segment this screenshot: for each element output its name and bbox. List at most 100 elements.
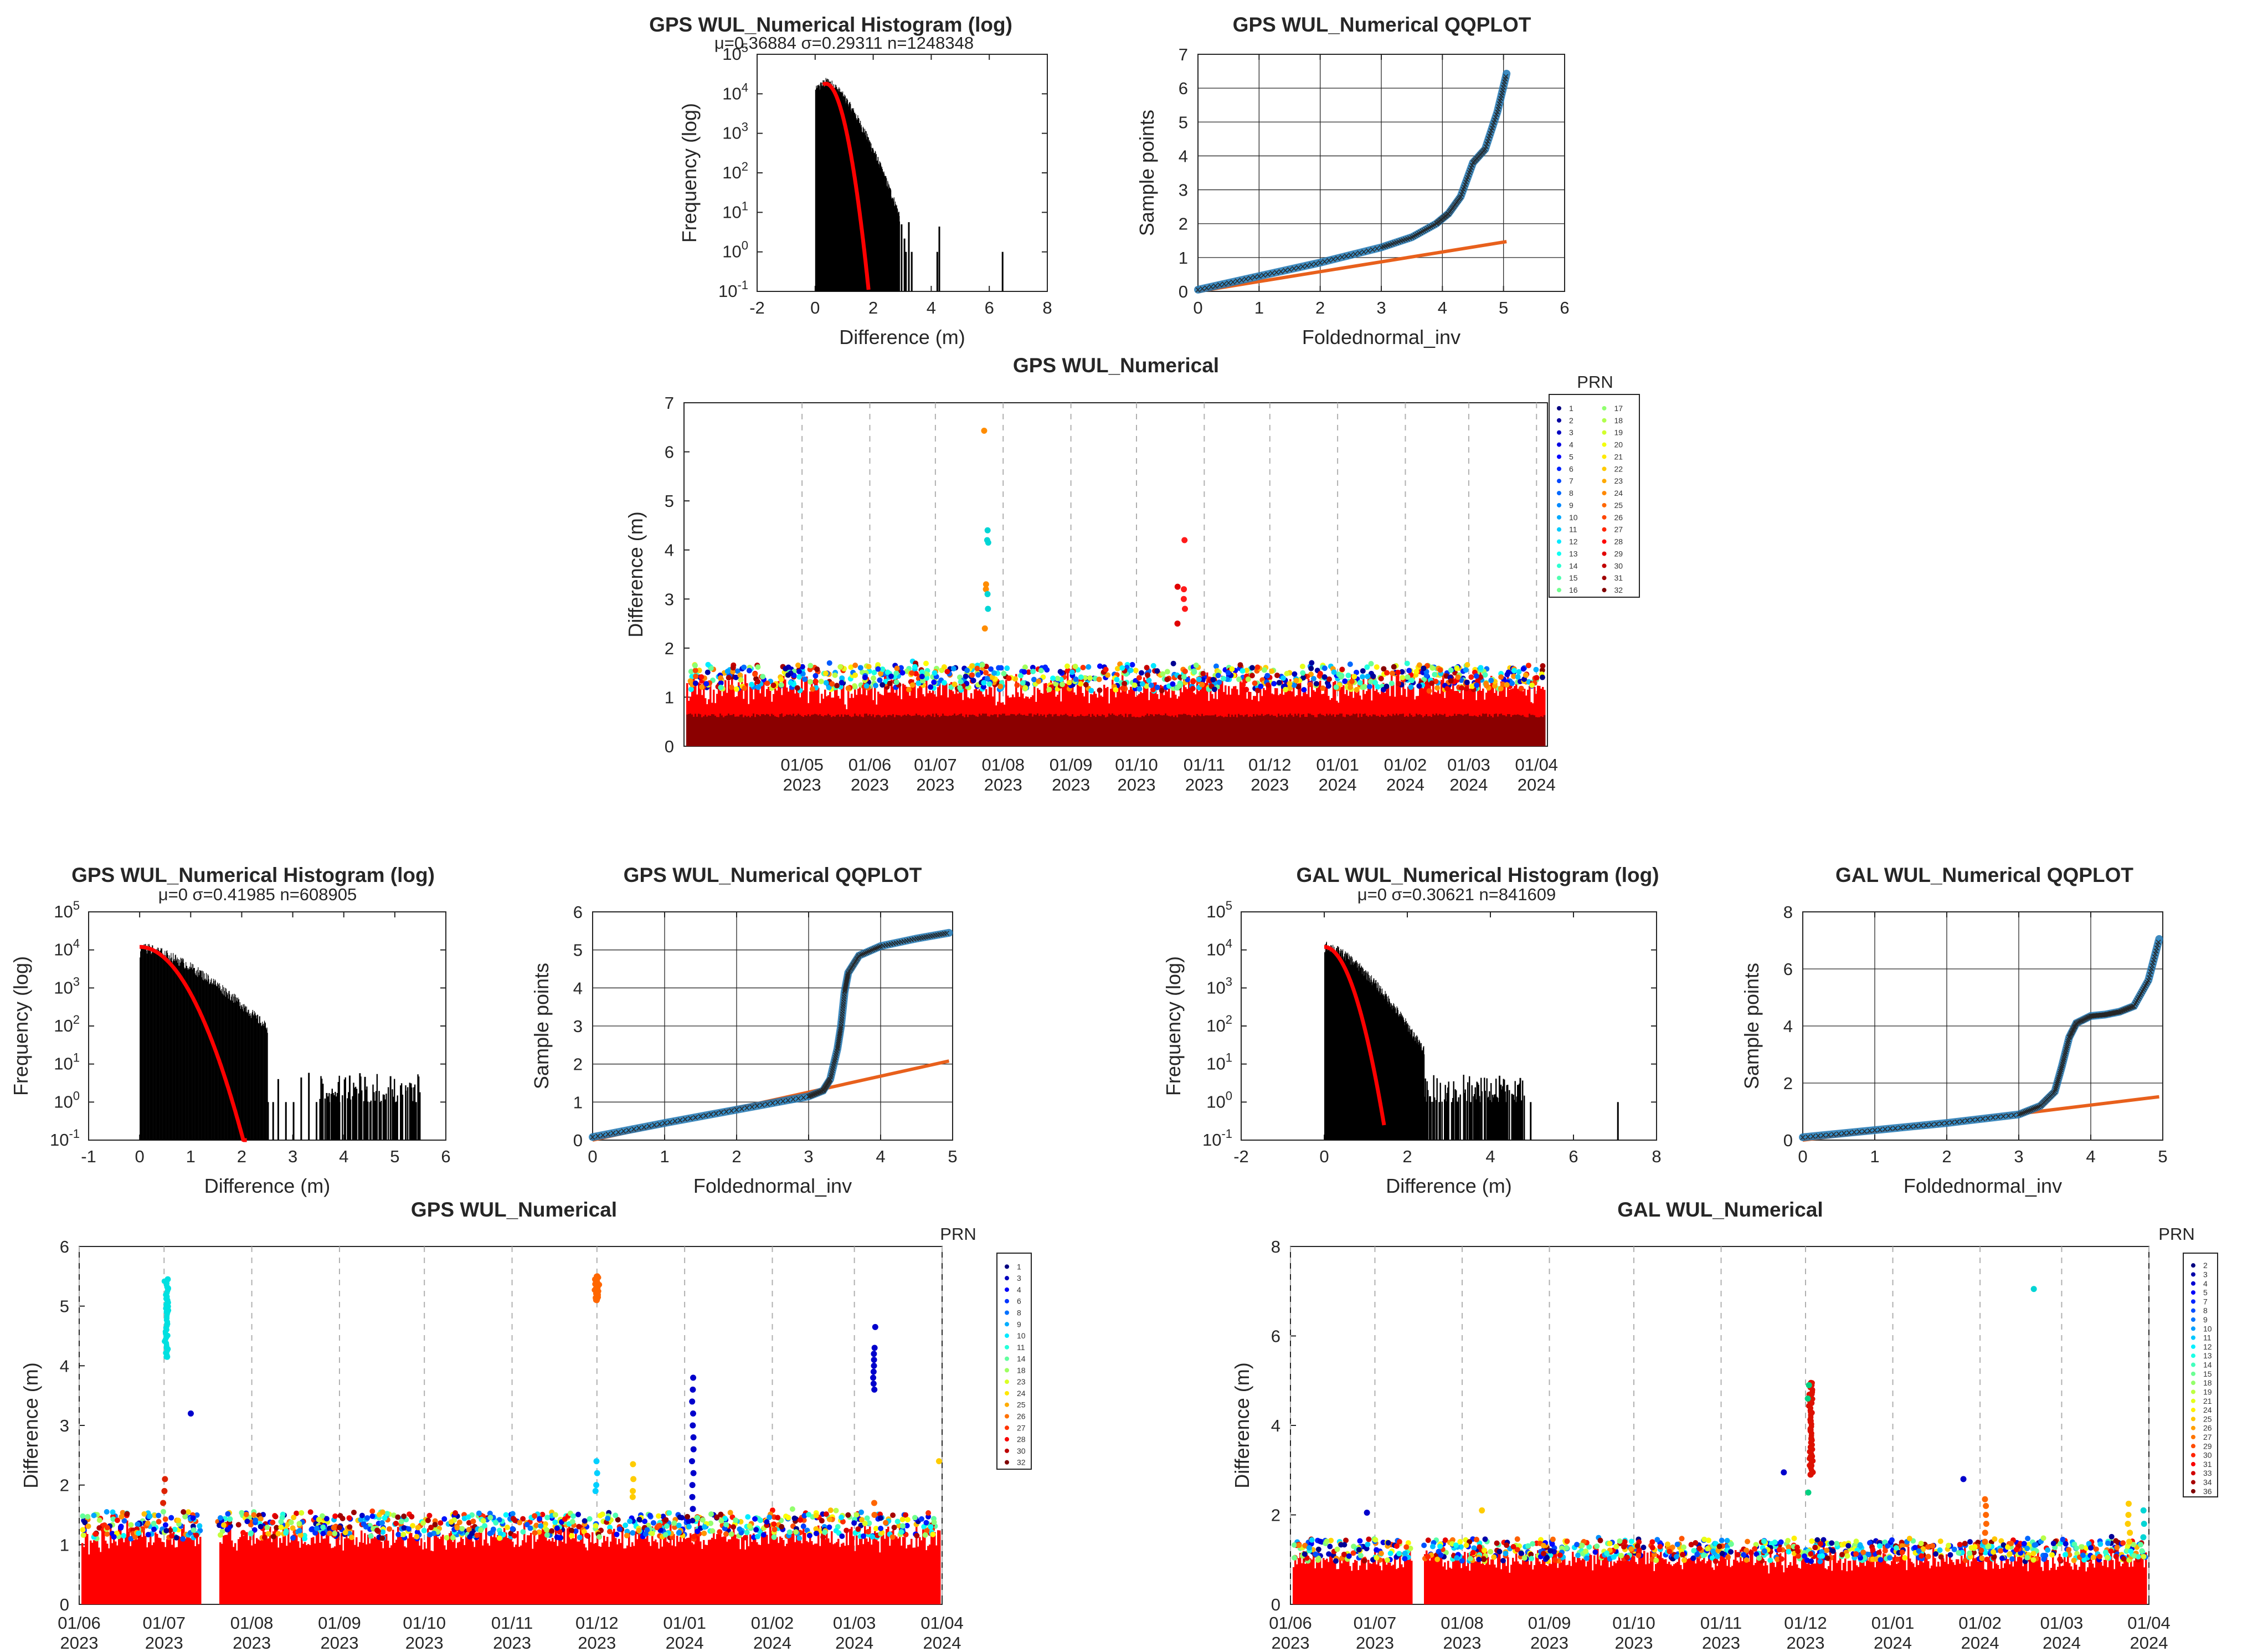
- scatter-point: [1006, 675, 1012, 681]
- sample-marker: ×: [1295, 262, 1302, 274]
- histogram-bar: [204, 979, 205, 1140]
- scatter-point: [145, 1532, 151, 1538]
- sample-marker: ×: [876, 941, 882, 953]
- scatter-fill: [502, 1533, 504, 1604]
- sample-marker: ×: [1404, 233, 1411, 245]
- scatter-fill: [1333, 682, 1335, 746]
- histogram-bar: [1395, 1007, 1396, 1140]
- scatter-fill: [842, 683, 845, 746]
- sample-marker: ×: [1440, 212, 1447, 224]
- scatter-fill-dark: [977, 716, 979, 746]
- scatter-fill: [1372, 676, 1375, 746]
- sample-marker: ×: [844, 976, 850, 988]
- sample-marker: ×: [1499, 84, 1506, 96]
- scatter-fill-dark: [939, 717, 941, 746]
- histogram-bar: [241, 1007, 243, 1140]
- histogram-outlier-bar: [327, 1096, 329, 1140]
- scatter-fill: [764, 1531, 767, 1604]
- scatter-fill-dark: [1480, 716, 1483, 746]
- histogram-outlier-bar: [1474, 1094, 1475, 1140]
- scatter-point: [1482, 672, 1488, 678]
- scatter-outlier: [981, 625, 988, 632]
- histogram-outlier-bar: [1436, 1100, 1437, 1140]
- sample-marker: ×: [2043, 1094, 2050, 1106]
- y-axis-label: Difference (m): [624, 511, 647, 637]
- scatter-fill-dark: [738, 716, 740, 746]
- scatter-point: [450, 1535, 456, 1541]
- scatter-fill: [1318, 682, 1320, 746]
- scatter-fill-dark: [1017, 714, 1019, 746]
- scatter-point: [168, 1515, 174, 1521]
- x-tick-year: 2023: [851, 775, 889, 794]
- scatter-fill: [804, 1532, 806, 1604]
- scatter-fill-dark: [1113, 715, 1115, 746]
- scatter-point: [1053, 681, 1059, 687]
- legend-label: 19: [1614, 428, 1623, 437]
- histogram-bar: [1341, 957, 1342, 1140]
- sample-marker: ×: [1330, 254, 1336, 266]
- histogram-outlier-bar: [370, 1100, 372, 1140]
- scatter-fill-dark: [1191, 717, 1194, 746]
- x-tick-date: 01/07: [914, 755, 957, 774]
- y-tick-label: 101: [722, 199, 748, 222]
- histogram-outlier-bar: [373, 1092, 375, 1140]
- scatter-point: [1287, 681, 1293, 687]
- scatter-point: [110, 1509, 116, 1515]
- scatter-fill-dark: [1416, 714, 1418, 746]
- histogram-bar: [1380, 986, 1381, 1140]
- scatter-fill-dark: [1107, 716, 1109, 746]
- x-tick-year: 2023: [233, 1633, 271, 1652]
- x-tick-date: 01/04: [1515, 755, 1558, 774]
- scatter-fill: [226, 1535, 228, 1604]
- scatter-fill-dark: [902, 715, 904, 746]
- scatter-point: [597, 1512, 603, 1518]
- sample-marker: ×: [2027, 1105, 2033, 1117]
- scatter-fill-dark: [1005, 715, 1007, 746]
- histogram-outlier-bar: [1426, 1101, 1427, 1140]
- sample-marker: ×: [2153, 942, 2160, 955]
- sample-marker: ×: [1308, 259, 1315, 271]
- scatter-fill: [399, 1535, 401, 1604]
- scatter-point: [909, 670, 915, 676]
- sample-marker: ×: [1918, 1120, 1925, 1132]
- scatter-point: [1191, 668, 1197, 674]
- histogram-bar: [242, 1009, 243, 1140]
- scatter-fill-dark: [1399, 714, 1401, 746]
- sample-marker: ×: [2105, 1008, 2112, 1020]
- scatter-point: [466, 1520, 472, 1526]
- scatter-point: [1518, 685, 1524, 691]
- scatter-fill: [773, 1532, 775, 1604]
- sample-marker: ×: [2147, 966, 2154, 978]
- sample-marker: ×: [2015, 1109, 2022, 1121]
- scatter-point: [884, 669, 891, 675]
- scatter-fill: [1243, 681, 1245, 746]
- scatter-point: [1360, 668, 1366, 674]
- sample-marker: ×: [2077, 1015, 2084, 1028]
- histogram-outlier-bar: [356, 1089, 358, 1140]
- scatter-fill-dark: [1238, 714, 1240, 746]
- scatter-fill-dark: [857, 716, 860, 746]
- scatter-point: [914, 1533, 920, 1539]
- sample-marker: ×: [2049, 1088, 2056, 1100]
- sample-marker: ×: [785, 1095, 791, 1107]
- histogram-outlier-bar: [353, 1082, 354, 1140]
- histogram-outlier-bar: [405, 1085, 407, 1140]
- scatter-fill: [920, 1540, 923, 1604]
- histogram-bar: [1328, 945, 1329, 1140]
- histogram-bar: [899, 221, 900, 291]
- scatter-fill-dark: [729, 715, 732, 746]
- x-tick-year: 2023: [783, 775, 821, 794]
- scatter-fill: [1133, 682, 1135, 746]
- scatter-point: [672, 1524, 678, 1530]
- y-tick-label: 5: [665, 491, 674, 511]
- sample-marker: ×: [2060, 1056, 2066, 1069]
- scatter-point: [899, 1516, 906, 1522]
- sample-marker: ×: [1435, 217, 1442, 229]
- scatter-fill: [130, 1546, 132, 1604]
- scatter-fill: [484, 1540, 486, 1604]
- scatter-fill-dark: [1125, 714, 1127, 746]
- scatter-fill: [929, 1544, 931, 1604]
- histogram-bar: [1336, 952, 1338, 1140]
- x-tick-year: 2023: [1118, 775, 1156, 794]
